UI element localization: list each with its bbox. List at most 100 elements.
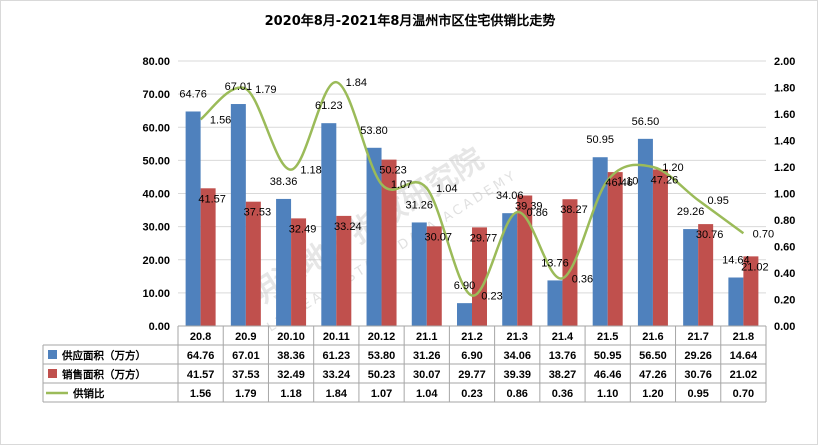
ratio-value-label: 1.04 [436, 183, 457, 195]
supply-value-label: 13.76 [541, 257, 569, 269]
ratio-value-label: 0.23 [481, 291, 502, 303]
bar-supply [186, 111, 201, 326]
supply-value-label: 61.23 [315, 100, 343, 112]
y-left-tick-label: 40.00 [142, 189, 170, 201]
y-right-tick-label: 0.40 [774, 268, 795, 280]
table-cell: 33.24 [323, 369, 351, 381]
y-right-tick-label: 1.60 [774, 109, 795, 121]
bar-sales [246, 202, 261, 326]
sales-value-label: 29.77 [470, 232, 498, 244]
ratio-value-label: 1.18 [300, 165, 321, 177]
table-cell: 67.01 [232, 350, 260, 362]
supply-value-label: 56.50 [632, 116, 660, 128]
table-cell: 32.49 [277, 369, 305, 381]
table-cell: 1.79 [235, 388, 256, 400]
sales-value-label: 47.26 [651, 174, 679, 186]
ratio-value-label: 1.10 [617, 175, 638, 187]
table-category: 20.10 [277, 331, 305, 343]
y-right-tick-label: 1.40 [774, 136, 795, 148]
table-category: 21.7 [687, 331, 708, 343]
table-cell: 53.80 [368, 350, 396, 362]
legend-swatch [48, 369, 57, 378]
y-left-tick-label: 60.00 [142, 122, 170, 134]
bar-sales [201, 188, 216, 326]
sales-value-label: 21.02 [741, 261, 769, 273]
ratio-value-label: 0.95 [707, 195, 728, 207]
y-right-tick-label: 0.20 [774, 295, 795, 307]
table-cell: 30.07 [413, 369, 441, 381]
legend-swatch [48, 350, 57, 359]
table-cell: 29.26 [684, 350, 712, 362]
bar-supply [728, 278, 743, 326]
y-right-tick-label: 1.80 [774, 83, 795, 95]
sales-value-label: 30.07 [425, 231, 453, 243]
table-cell: 0.95 [687, 388, 708, 400]
table-category: 21.2 [461, 331, 482, 343]
table-category: 21.6 [642, 331, 663, 343]
table-category: 21.1 [416, 331, 437, 343]
y-left-tick-label: 10.00 [142, 288, 170, 300]
sales-value-label: 33.24 [334, 221, 362, 233]
bar-supply [547, 280, 562, 326]
table-cell: 30.76 [684, 369, 712, 381]
bar-supply [457, 303, 472, 326]
ratio-value-label: 1.07 [391, 179, 412, 191]
table-category: 20.8 [190, 331, 211, 343]
table-category: 21.4 [552, 331, 574, 343]
table-cell: 1.04 [416, 388, 438, 400]
table-category: 20.12 [368, 331, 396, 343]
table-category: 20.11 [323, 331, 350, 343]
table-cell: 39.39 [503, 369, 531, 381]
legend-label: 销售面积（万方） [62, 368, 146, 381]
table-cell: 1.56 [190, 388, 211, 400]
y-left-tick-label: 80.00 [142, 56, 170, 68]
supply-value-label: 38.36 [270, 176, 298, 188]
sales-value-label: 37.53 [244, 207, 272, 219]
table-cell: 29.77 [458, 369, 486, 381]
table-cell: 37.53 [232, 369, 260, 381]
table-cell: 0.36 [552, 388, 573, 400]
table-cell: 6.90 [461, 350, 482, 362]
y-right-tick-label: 1.00 [774, 189, 795, 201]
supply-value-label: 53.80 [360, 125, 388, 137]
bar-supply [683, 229, 698, 326]
supply-value-label: 50.95 [586, 134, 614, 146]
table-cell: 61.23 [323, 350, 351, 362]
y-left-tick-label: 0.00 [149, 321, 170, 333]
sales-value-label: 32.49 [289, 223, 317, 235]
bar-sales [608, 172, 623, 326]
supply-value-label: 67.01 [225, 81, 253, 93]
table-cell: 47.26 [639, 369, 667, 381]
y-right-tick-label: 0.00 [774, 321, 795, 333]
sales-value-label: 41.57 [198, 193, 226, 205]
table-cell: 1.20 [642, 388, 663, 400]
table-cell: 1.10 [597, 388, 618, 400]
table-category: 20.9 [235, 331, 256, 343]
table-cell: 31.26 [413, 350, 441, 362]
y-right-tick-label: 0.60 [774, 242, 795, 254]
table-cell: 1.18 [280, 388, 301, 400]
ratio-value-label: 0.86 [527, 207, 548, 219]
ratio-value-label: 1.84 [346, 77, 367, 89]
supply-value-label: 64.76 [179, 88, 207, 100]
table-cell: 34.06 [503, 350, 531, 362]
table-cell: 38.27 [549, 369, 577, 381]
supply-value-label: 6.90 [454, 280, 475, 292]
sales-value-label: 50.23 [379, 165, 407, 177]
ratio-value-label: 1.20 [662, 162, 683, 174]
ratio-value-label: 0.70 [753, 228, 774, 240]
ratio-value-label: 1.56 [210, 114, 231, 126]
table-cell: 50.23 [368, 369, 396, 381]
table-category: 21.3 [507, 331, 528, 343]
table-cell: 64.76 [187, 350, 215, 362]
table-category: 21.5 [597, 331, 618, 343]
y-left-tick-label: 70.00 [142, 89, 170, 101]
y-left-tick-label: 50.00 [142, 155, 170, 167]
table-cell: 21.02 [730, 369, 758, 381]
sales-value-label: 38.27 [560, 204, 588, 216]
table-cell: 1.84 [326, 388, 348, 400]
ratio-value-label: 1.79 [255, 84, 276, 96]
table-cell: 46.46 [594, 369, 622, 381]
